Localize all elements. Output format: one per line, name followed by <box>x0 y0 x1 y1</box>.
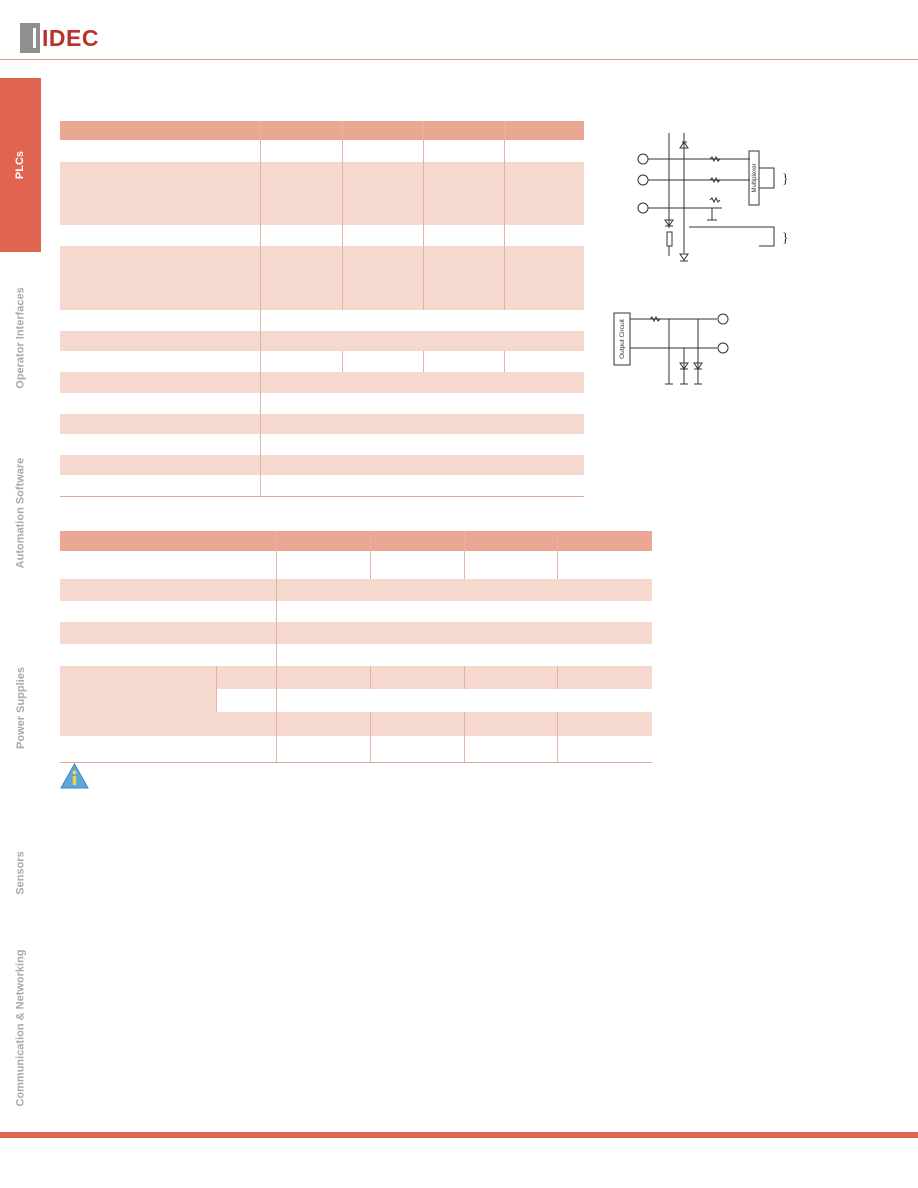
sidebar-item-plcs[interactable]: PLCs <box>0 78 41 252</box>
header-divider <box>0 59 918 60</box>
footer-bar <box>0 1132 918 1138</box>
table-merged-cell <box>60 666 216 712</box>
sidebar-item-communication-networking[interactable]: Communication & Networking <box>0 948 41 1108</box>
column-divider <box>370 531 371 579</box>
output-circuit-diagram: Output Circuit <box>613 312 729 385</box>
table-row <box>60 246 584 310</box>
svg-text:}: } <box>782 231 789 246</box>
logo-text: IDEC <box>42 24 99 51</box>
column-divider <box>216 666 217 712</box>
column-divider <box>276 579 277 762</box>
column-divider <box>370 712 371 762</box>
column-divider <box>423 351 424 372</box>
column-divider <box>557 666 558 689</box>
column-divider <box>504 121 505 310</box>
column-divider <box>342 351 343 372</box>
table-bottom-border <box>60 496 584 497</box>
table-row <box>60 414 584 434</box>
column-divider <box>276 531 277 579</box>
table-row <box>60 622 652 644</box>
column-divider <box>370 666 371 689</box>
column-divider <box>342 121 343 310</box>
table-row <box>60 331 584 351</box>
column-divider <box>260 121 261 496</box>
column-divider <box>557 531 558 579</box>
category-sidebar: PLCs Operator Interfaces Automation Soft… <box>0 78 41 1123</box>
sidebar-item-label: PLCs <box>14 150 27 180</box>
table-bottom-border <box>60 762 652 763</box>
input-circuit-diagram: Multiplexer } } <box>637 133 789 262</box>
table-row <box>60 162 584 225</box>
sidebar-item-label: Operator Interfaces <box>14 287 27 389</box>
table-row <box>60 455 584 475</box>
sidebar-item-label: Power Supplies <box>14 667 27 749</box>
sidebar-item-power-supplies[interactable]: Power Supplies <box>0 648 41 768</box>
resistor-icon <box>709 155 721 204</box>
table-row <box>60 579 652 601</box>
output-circuit-label: Output Circuit <box>619 319 626 359</box>
sidebar-item-label: Communication & Networking <box>14 949 27 1107</box>
spec-table-2 <box>60 531 652 763</box>
table-header-row <box>60 531 652 551</box>
column-divider <box>504 351 505 372</box>
column-divider <box>557 712 558 762</box>
idec-logo: IDEC <box>20 23 99 53</box>
sidebar-item-label: Automation Software <box>14 457 27 569</box>
table-row <box>60 372 584 393</box>
spec-table-1 <box>60 121 584 497</box>
table-row <box>60 712 652 736</box>
column-divider <box>464 712 465 762</box>
logo-mark-icon <box>20 23 40 53</box>
svg-text:}: } <box>782 172 789 187</box>
sidebar-item-automation-software[interactable]: Automation Software <box>0 453 41 573</box>
column-divider <box>464 531 465 579</box>
multiplexer-label: Multiplexer <box>752 163 758 192</box>
sidebar-item-sensors[interactable]: Sensors <box>0 823 41 923</box>
sidebar-item-label: Sensors <box>14 851 27 895</box>
column-divider <box>423 121 424 310</box>
sidebar-item-operator-interfaces[interactable]: Operator Interfaces <box>0 278 41 398</box>
column-divider <box>464 666 465 689</box>
table-header-row <box>60 121 584 140</box>
info-triangle-icon <box>60 763 89 789</box>
